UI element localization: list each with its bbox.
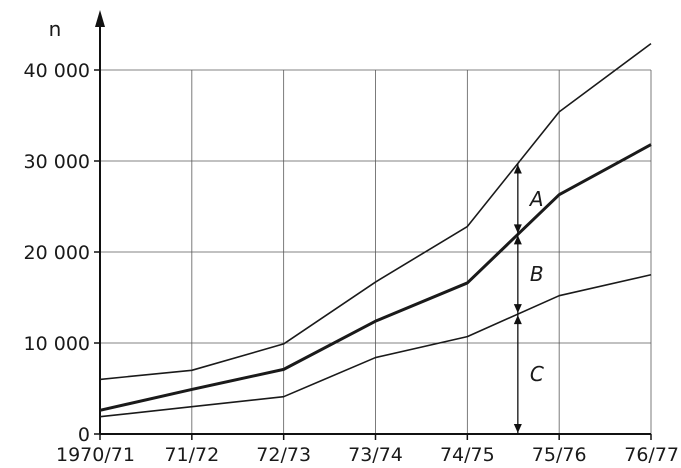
band-arrowhead-down: [513, 224, 522, 234]
series-line-1: [99, 42, 652, 381]
grid: [100, 69, 652, 434]
band-arrowhead-up: [513, 235, 522, 245]
band-label-c: C: [530, 362, 544, 386]
y-tick-label: 30 000: [24, 151, 90, 173]
tick-labels: 0 10 000 20 000 30 000 40 000 1970/71 71/72 72/…: [24, 60, 679, 466]
band-label-a: A: [528, 187, 544, 211]
series-line-3: [99, 273, 652, 418]
x-tick-label: 76/77: [624, 444, 679, 466]
x-tick-label: 71/72: [164, 444, 219, 466]
x-tick-label: 72/73: [256, 444, 311, 466]
y-axis-arrow: [95, 10, 105, 27]
y-tick-label: 10 000: [24, 333, 90, 355]
band-label-b: B: [530, 262, 544, 286]
y-axis-title: n: [49, 17, 62, 41]
axes: n: [49, 10, 651, 435]
y-tick-label: 40 000: [24, 60, 90, 82]
band-arrowhead-up: [513, 315, 522, 325]
series-line-2: [99, 143, 652, 412]
y-tick-label: 20 000: [24, 242, 90, 264]
band-annotations: A B C: [513, 163, 544, 434]
band-arrowhead-down: [513, 424, 522, 433]
x-tick-label: 75/76: [532, 444, 587, 466]
y-tick-label: 0: [78, 424, 90, 446]
x-tick-label: 73/74: [348, 444, 403, 466]
band-arrowhead-down: [513, 304, 522, 314]
x-tick-label: 74/75: [440, 444, 495, 466]
series-lines: [99, 42, 652, 418]
x-tick-label: 1970/71: [56, 444, 135, 466]
band-arrowhead-up: [513, 164, 522, 174]
